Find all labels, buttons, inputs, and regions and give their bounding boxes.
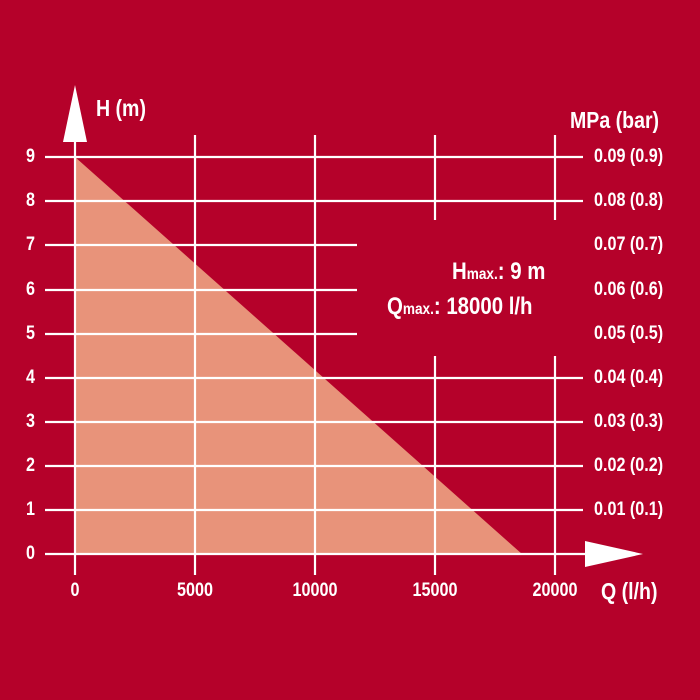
- x-tick: 15000: [412, 580, 458, 601]
- y2-tick: 0.07 (0.7): [594, 234, 664, 255]
- grid-lines: [45, 125, 600, 575]
- qmax-annotation: Qmax.: 18000 l/h: [387, 293, 533, 320]
- y-tick: 5: [26, 323, 35, 344]
- y-tick: 3: [26, 411, 35, 432]
- y-tick: 9: [26, 146, 35, 167]
- y-tick: 4: [26, 367, 35, 388]
- y-tick: 2: [26, 455, 35, 476]
- x-axis-title: Q (l/h): [601, 578, 658, 604]
- y2-axis-title: MPa (bar): [570, 107, 660, 133]
- y2-tick: 0.06 (0.6): [594, 279, 664, 300]
- y2-tick: 0.03 (0.3): [594, 411, 664, 432]
- y-tick: 6: [26, 279, 35, 300]
- y-tick: 1: [26, 499, 35, 520]
- x-tick: 10000: [292, 580, 338, 601]
- pump-curve-area: [75, 157, 522, 554]
- x-tick: 5000: [177, 580, 213, 601]
- y-axis-title: H (m): [96, 95, 146, 121]
- y2-tick: 0.04 (0.4): [594, 367, 664, 388]
- y2-tick: 0.09 (0.9): [594, 146, 664, 167]
- y2-tick: 0.01 (0.1): [594, 499, 664, 520]
- y-tick: 8: [26, 190, 35, 211]
- y2-tick: 0.02 (0.2): [594, 455, 664, 476]
- y2-tick: 0.08 (0.8): [594, 190, 664, 211]
- y-tick: 0: [26, 543, 35, 564]
- y-axis-arrow-icon: [63, 85, 87, 142]
- hmax-annotation: Hmax.: 9 m: [452, 258, 546, 285]
- x-axis-arrow-icon: [585, 541, 643, 567]
- x-tick: 20000: [532, 580, 578, 601]
- x-tick: 0: [70, 580, 80, 601]
- y2-tick: 0.05 (0.5): [594, 323, 664, 344]
- y-tick: 7: [26, 234, 35, 255]
